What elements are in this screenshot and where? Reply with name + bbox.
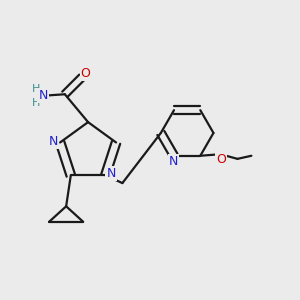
Text: N: N [169, 155, 178, 169]
Text: H: H [32, 98, 40, 108]
Text: H: H [32, 84, 40, 94]
Text: O: O [216, 153, 226, 166]
Text: N: N [49, 135, 58, 148]
Text: N: N [106, 167, 116, 180]
Text: N: N [38, 89, 48, 102]
Text: O: O [81, 67, 91, 80]
